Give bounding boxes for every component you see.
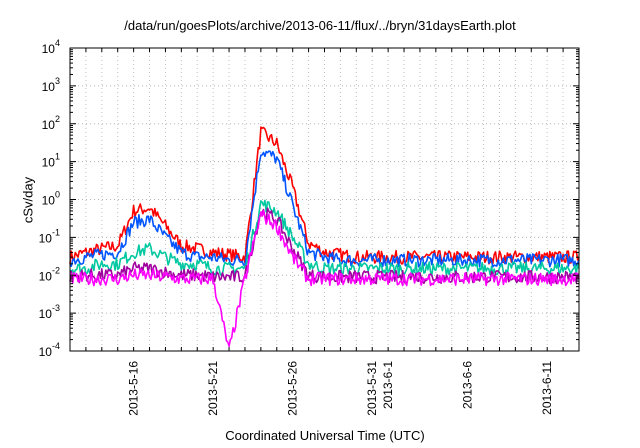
y-tick-label: 104: [42, 38, 60, 56]
y-tick-label: 10-3: [39, 303, 60, 321]
grid: [70, 48, 579, 351]
x-tick-label: 2013-5-31: [365, 361, 379, 416]
chart-title: /data/run/goesPlots/archive/2013-06-11/f…: [124, 18, 516, 33]
y-axis-label: cSv/day: [20, 176, 36, 224]
plot-frame: [69, 47, 580, 352]
plot-border: [69, 47, 580, 352]
y-tick-label: 10-4: [39, 341, 60, 359]
series-lines: [69, 126, 580, 347]
x-tick-labels: 2013-5-16 2013-5-21 2013-5-26 2013-5-31 2013…: [127, 361, 555, 416]
y-tick-label: 100: [42, 190, 60, 208]
y-tick-label: 101: [42, 152, 60, 170]
y-tick-label: 10-2: [39, 265, 60, 283]
x-tick-label: 2013-5-26: [286, 361, 300, 416]
y-tick-label: 10-1: [39, 227, 60, 245]
series-line: [69, 210, 580, 347]
series-line: [69, 150, 580, 268]
series-line: [69, 126, 580, 265]
x-tick-label: 2013-5-16: [127, 361, 141, 416]
x-tick-label: 2013-6-11: [540, 361, 554, 415]
x-tick-label: 2013-6-1: [381, 361, 395, 409]
x-tick-label: 2013-6-6: [461, 361, 475, 409]
x-tick-label: 2013-5-21: [206, 361, 220, 416]
y-tick-label: 102: [42, 114, 60, 132]
series-line: [69, 199, 580, 276]
y-tick-labels: 10-4 10-3 10-2 10-1 100 101 102 103 104: [39, 38, 60, 359]
x-axis-label: Coordinated Universal Time (UTC): [225, 428, 425, 443]
y-tick-label: 103: [42, 76, 60, 94]
